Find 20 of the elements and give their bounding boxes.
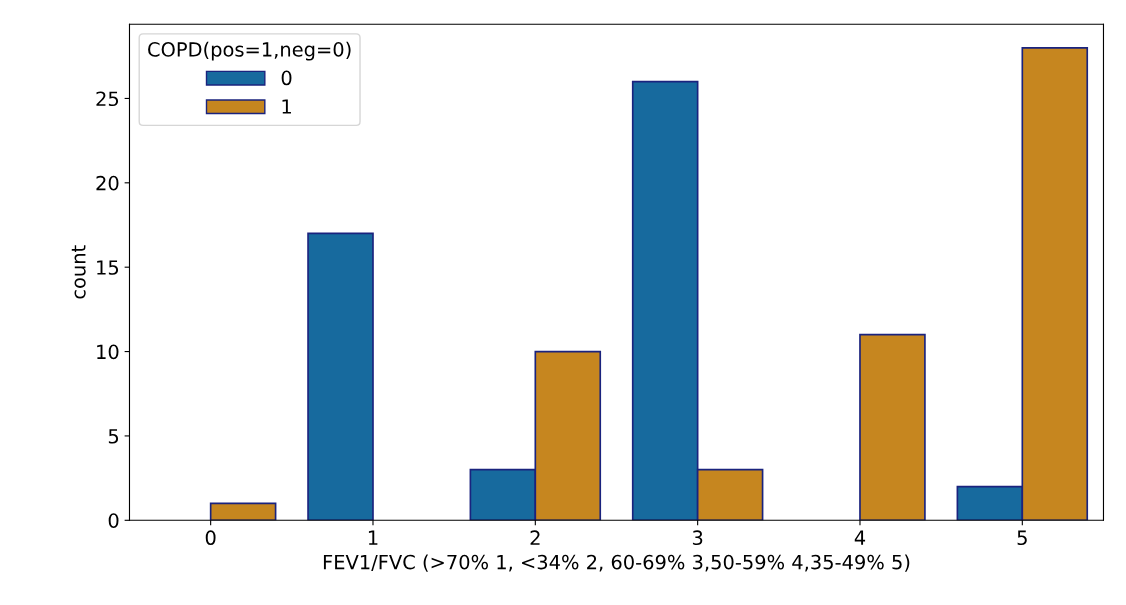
legend-title: COPD(pos=1,neg=0): [148, 41, 351, 61]
y-tick-label: 0: [108, 513, 119, 528]
bar: [859, 333, 926, 521]
x-tick-label: 4: [854, 530, 866, 545]
y-tick-label: 10: [97, 344, 119, 360]
x-tick-label: 2: [530, 530, 540, 545]
y-tick-label: 25: [96, 91, 119, 107]
x-axis-title: FEV1/FVC (>70% 1, <34% 2, 60-69% 3,50-59% 4,35-49% 5): [323, 554, 910, 572]
y-tick-label: 15: [97, 260, 119, 275]
y-tick-label: 20: [96, 175, 119, 191]
x-tick-label: 0: [205, 530, 216, 546]
legend-label: 0: [281, 70, 292, 86]
x-tick-label: 1: [368, 530, 378, 545]
bar: [307, 232, 374, 521]
y-tick-label: 5: [108, 429, 119, 444]
y-axis-title: count: [71, 245, 86, 299]
bar: [209, 502, 277, 521]
legend-label: 1: [282, 99, 291, 114]
x-tick-label: 5: [1017, 530, 1027, 546]
x-tick-label: 3: [692, 530, 703, 546]
